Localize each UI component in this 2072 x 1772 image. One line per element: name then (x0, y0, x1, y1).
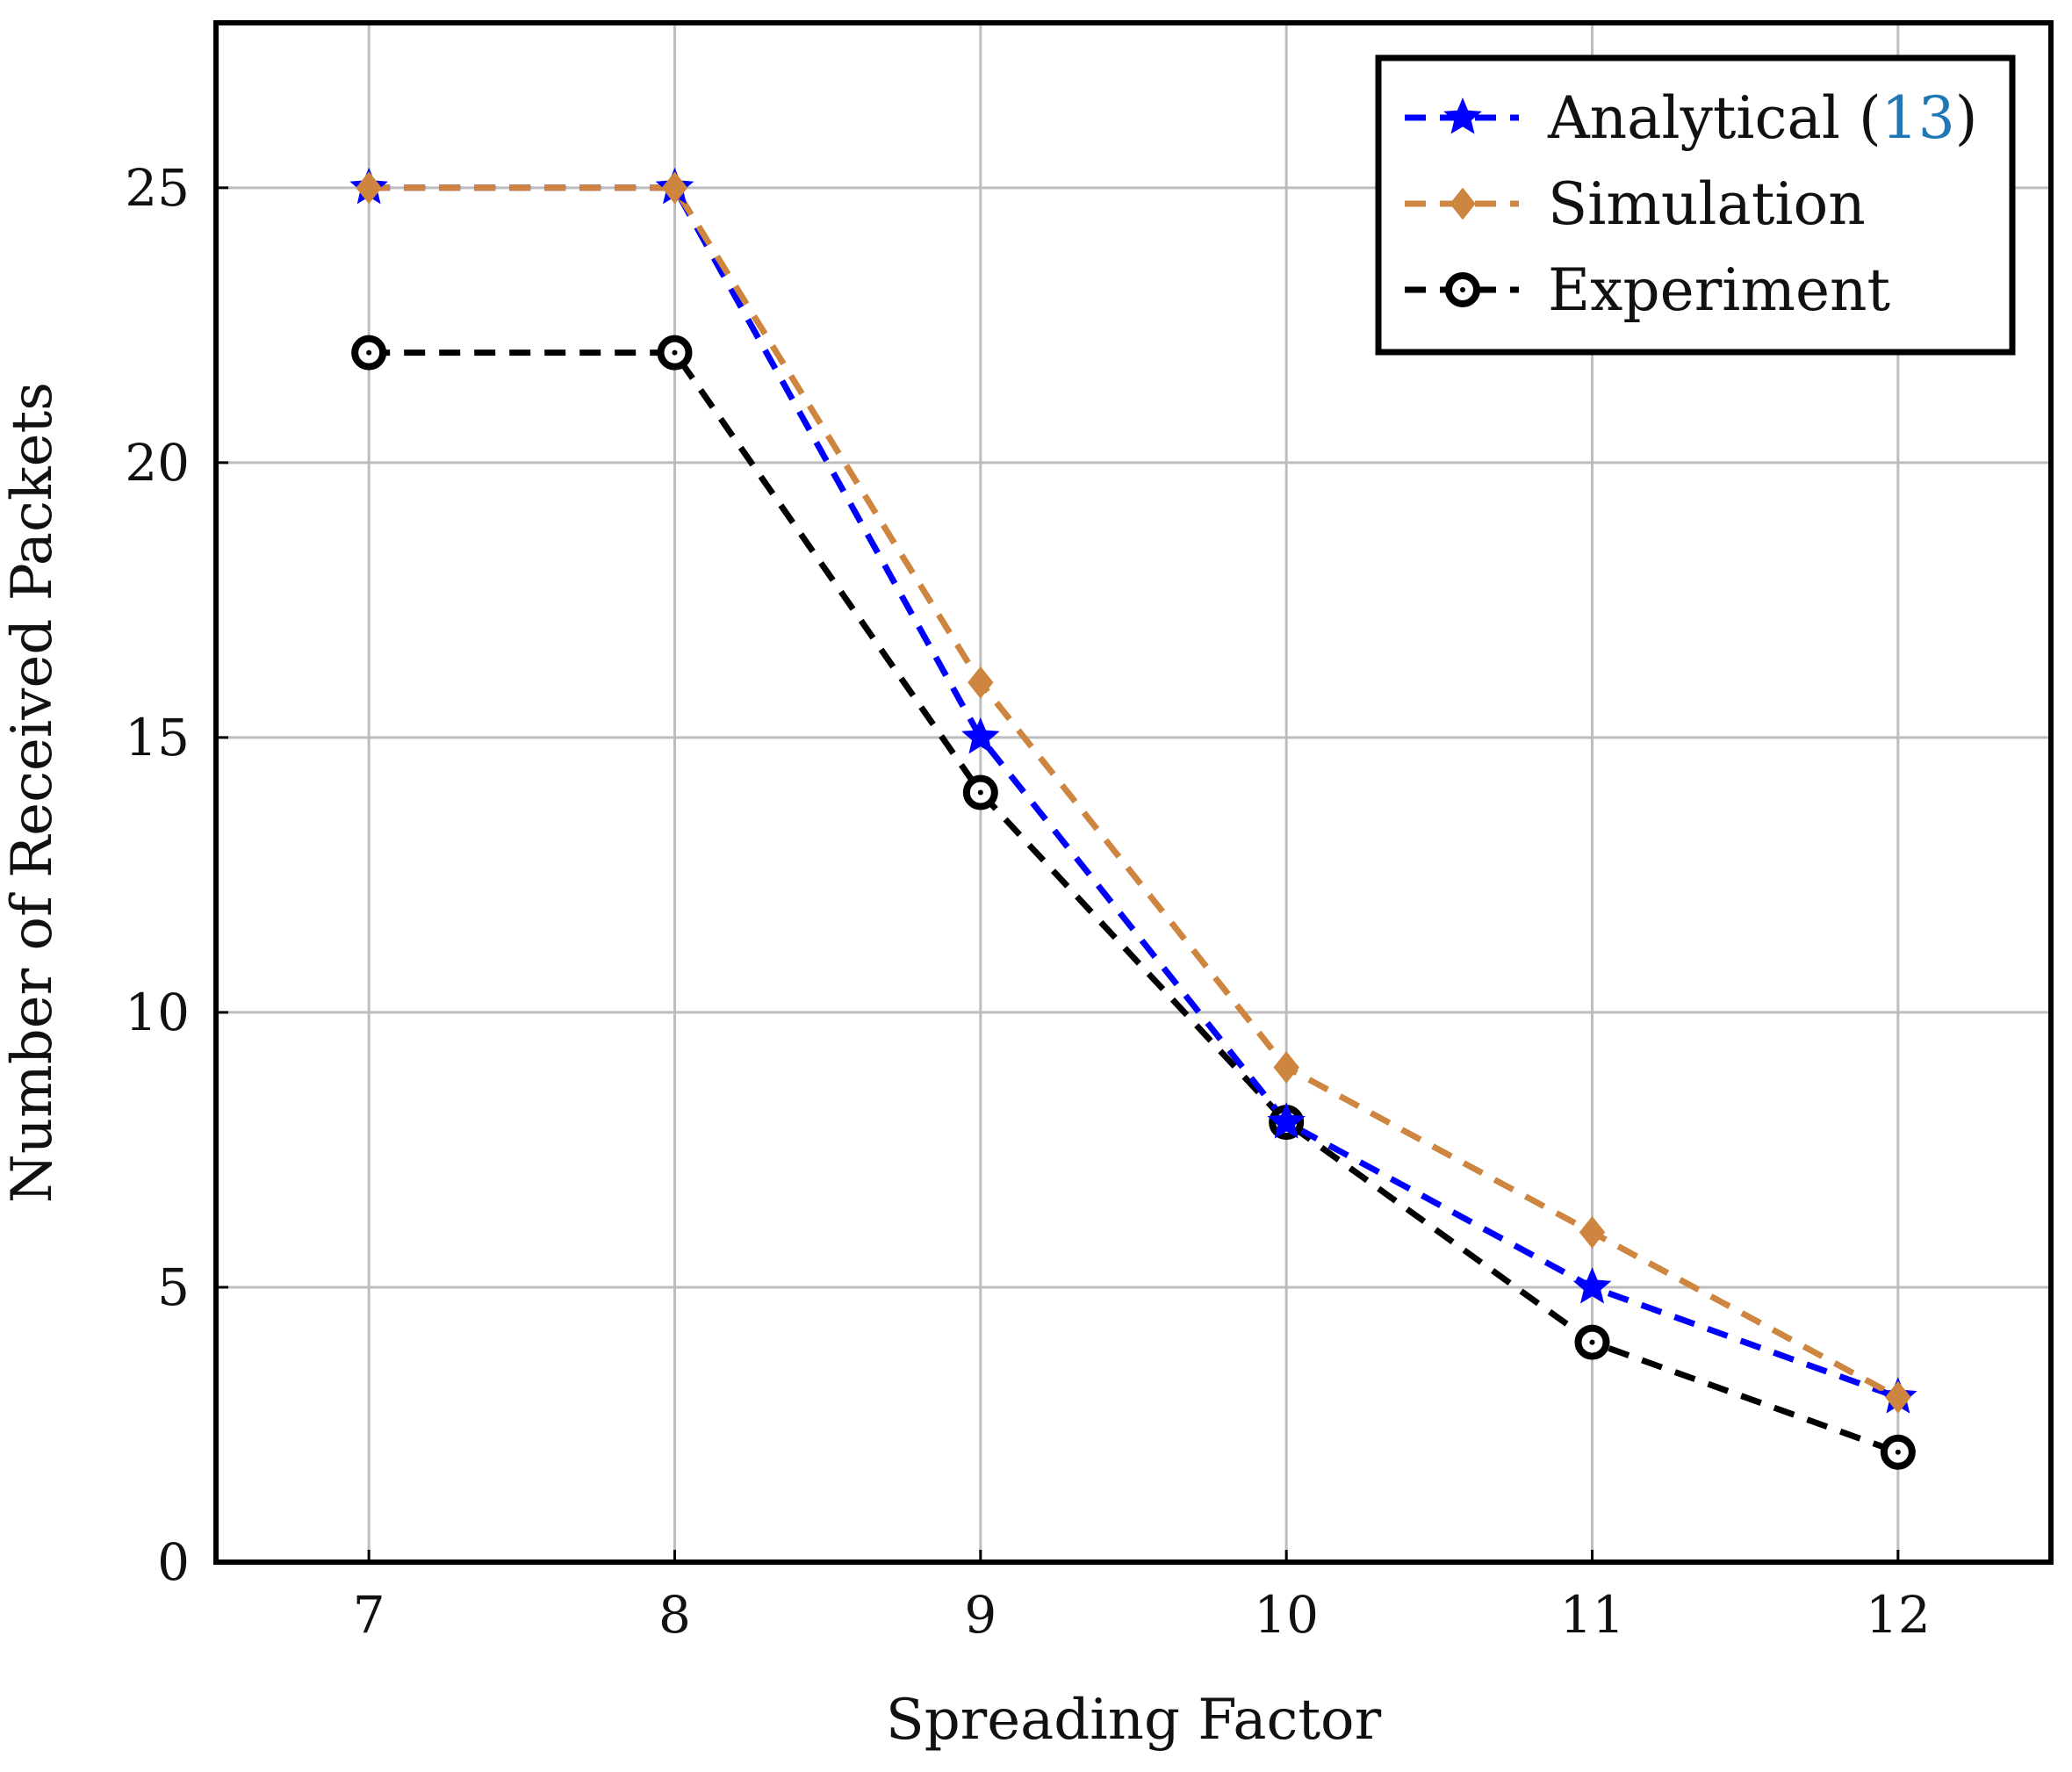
x-tick-label-11: 11 (1560, 1585, 1625, 1645)
legend-label-analytical: Analytical (13) (1547, 84, 1977, 152)
series-markers (349, 167, 1917, 1470)
point-analytical-11 (1572, 1267, 1612, 1304)
y-tick-label-15: 15 (125, 708, 190, 767)
point-experiment-11 (1574, 1324, 1610, 1360)
legend-marker-simulation (1450, 187, 1476, 220)
point-simulation-8 (661, 171, 688, 205)
point-simulation-9 (968, 666, 994, 699)
series-line-simulation (369, 184, 1900, 1401)
legend-label-experiment: Experiment (1548, 256, 1890, 324)
point-experiment-9 (962, 774, 998, 810)
y-tick-label-20: 20 (125, 433, 190, 493)
series-line-experiment (369, 349, 1899, 1456)
y-tick-label-5: 5 (157, 1257, 190, 1317)
point-simulation-12 (1885, 1380, 1911, 1414)
point-analytical-10 (1267, 1102, 1306, 1139)
y-tick-label-0: 0 (157, 1532, 190, 1592)
x-tick-labels: 7 8 9 10 11 12 (353, 1550, 1931, 1645)
point-experiment-12 (1880, 1434, 1916, 1470)
y-tick-label-25: 25 (125, 158, 190, 218)
point-experiment-8 (657, 335, 693, 371)
x-tick-label-12: 12 (1866, 1585, 1931, 1645)
series-line-analytical (369, 184, 1899, 1401)
x-tick-label-8: 8 (658, 1585, 691, 1645)
legend-ref-analytical[interactable]: 13 (1881, 84, 1955, 152)
series-lines (369, 184, 1900, 1456)
legend-label-simulation: Simulation (1548, 170, 1866, 238)
legend-marker-analytical (1443, 97, 1482, 134)
x-axis-title: Spreading Factor (886, 1688, 1382, 1753)
point-simulation-10 (1273, 1051, 1299, 1084)
x-tick-label-10: 10 (1254, 1585, 1319, 1645)
y-tick-label-10: 10 (125, 983, 190, 1042)
legend-marker-experiment (1445, 272, 1480, 307)
point-simulation-11 (1579, 1215, 1606, 1249)
x-tick-label-9: 9 (964, 1585, 996, 1645)
point-analytical-9 (961, 717, 1000, 754)
y-tick-labels: 0 5 10 15 20 25 (125, 158, 228, 1592)
plot-frame (213, 20, 2054, 1565)
point-experiment-7 (351, 335, 387, 371)
y-axis-title: Number of Received Packets (0, 382, 65, 1203)
point-simulation-7 (356, 171, 382, 205)
legend: Analytical (13) Simulation Experiment (1375, 54, 2016, 356)
x-tick-label-7: 7 (353, 1585, 385, 1645)
